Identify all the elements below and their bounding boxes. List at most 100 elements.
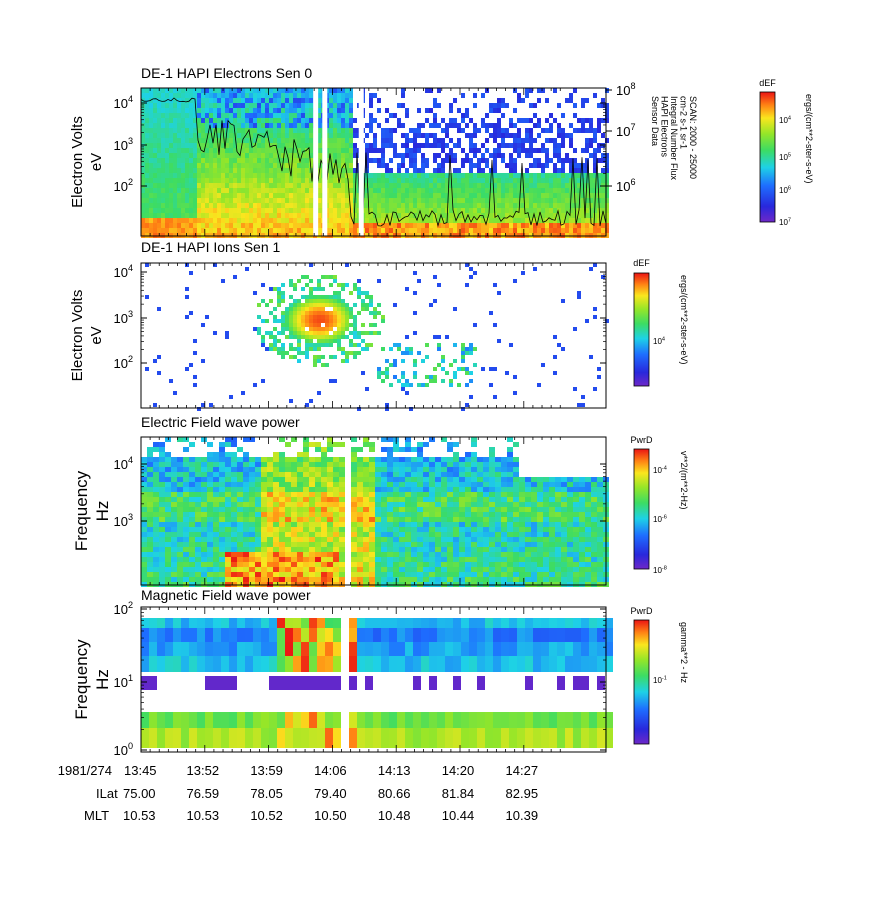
- heat-cell: [315, 512, 321, 517]
- heat-cell: [381, 447, 387, 452]
- heat-cell: [261, 497, 267, 502]
- heat-cell: [257, 93, 261, 98]
- heat-cell: [429, 492, 435, 497]
- heat-cell: [333, 331, 337, 335]
- heat-cell: [193, 183, 197, 188]
- heat-cell: [305, 275, 309, 279]
- heat-cell: [453, 188, 457, 193]
- heat-cell: [397, 223, 401, 228]
- heat-cell: [285, 472, 291, 477]
- heat-cell: [181, 218, 185, 223]
- heat-cell: [277, 299, 281, 303]
- heat-cell: [401, 88, 405, 93]
- heat-cell: [321, 327, 325, 331]
- heat-cell: [165, 168, 169, 173]
- heat-cell: [297, 512, 303, 517]
- heat-cell: [469, 173, 473, 178]
- heat-cell: [377, 178, 381, 183]
- heat-cell: [301, 188, 305, 193]
- heat-cell: [485, 208, 489, 213]
- heat-cell: [453, 442, 459, 447]
- heat-cell: [489, 213, 493, 218]
- heat-cell: [533, 163, 537, 168]
- heat-cell: [253, 88, 257, 93]
- heat-cell: [173, 103, 177, 108]
- heat-cell: [339, 482, 345, 487]
- heat-cell: [541, 363, 545, 367]
- heat-cell: [281, 173, 285, 178]
- heat-cell: [525, 218, 529, 223]
- heat-cell: [221, 279, 225, 283]
- heat-cell: [171, 482, 177, 487]
- heat-cell: [337, 143, 341, 148]
- heat-cell: [373, 331, 377, 335]
- heat-cell: [197, 218, 201, 223]
- heat-cell: [261, 188, 265, 193]
- heat-cell: [589, 153, 593, 158]
- heat-cell: [441, 163, 445, 168]
- heat-cell: [435, 462, 441, 467]
- heat-cell: [193, 339, 197, 343]
- heat-cell: [465, 133, 469, 138]
- heat-cell: [429, 487, 435, 492]
- heat-cell: [445, 228, 449, 233]
- heat-cell: [357, 517, 363, 522]
- heat-cell: [465, 472, 471, 477]
- heat-cell: [285, 133, 289, 138]
- heat-cell: [309, 208, 313, 213]
- heat-cell: [405, 437, 411, 442]
- heat-cell: [333, 467, 339, 472]
- heat-cell: [357, 482, 363, 487]
- heat-cell: [165, 113, 169, 118]
- heat-cell: [285, 327, 289, 331]
- heat-cell: [221, 178, 225, 183]
- heat-cell: [361, 331, 365, 335]
- heat-cell: [241, 153, 245, 158]
- heat-cell: [161, 203, 165, 208]
- heat-cell: [255, 577, 261, 582]
- heat-cell: [329, 178, 333, 183]
- heat-cell: [219, 572, 225, 577]
- heat-cell: [405, 228, 409, 233]
- heat-cell: [301, 351, 305, 355]
- heat-cell: [273, 502, 279, 507]
- heat-cell: [505, 178, 509, 183]
- heat-cell: [553, 183, 557, 188]
- heat-cell: [193, 158, 197, 163]
- heat-cell: [465, 577, 471, 582]
- heat-cell: [405, 188, 409, 193]
- heat-cell: [183, 532, 189, 537]
- heat-cell: [205, 108, 209, 113]
- heat-cell: [177, 547, 183, 552]
- heat-cell: [267, 517, 273, 522]
- heat-cell: [333, 133, 337, 138]
- heat-cell: [177, 482, 183, 487]
- heat-cell: [401, 351, 405, 355]
- heat-cell: [289, 335, 293, 339]
- heat-cell: [581, 228, 585, 233]
- heat-cell: [183, 512, 189, 517]
- heat-cell: [291, 542, 297, 547]
- heat-cell: [285, 547, 291, 552]
- heat-cell: [485, 193, 489, 198]
- heat-cell: [183, 527, 189, 532]
- heat-cell: [169, 213, 173, 218]
- heat-cell: [397, 168, 401, 173]
- heat-cell: [381, 497, 387, 502]
- heat-cell: [305, 339, 309, 343]
- heat-cell: [297, 103, 301, 108]
- heat-cell: [281, 343, 285, 347]
- heat-cell: [423, 507, 429, 512]
- heat-cell: [261, 223, 265, 228]
- heat-cell: [461, 351, 465, 355]
- heat-cell: [351, 477, 357, 482]
- heat-cell: [183, 437, 189, 442]
- heat-cell: [177, 228, 181, 233]
- heat-cell: [205, 223, 209, 228]
- heat-cell: [293, 113, 297, 118]
- heat-cell: [333, 537, 339, 542]
- heat-cell: [303, 502, 309, 507]
- heat-cell: [441, 557, 447, 562]
- heat-cell: [549, 178, 553, 183]
- heat-cell: [327, 477, 333, 482]
